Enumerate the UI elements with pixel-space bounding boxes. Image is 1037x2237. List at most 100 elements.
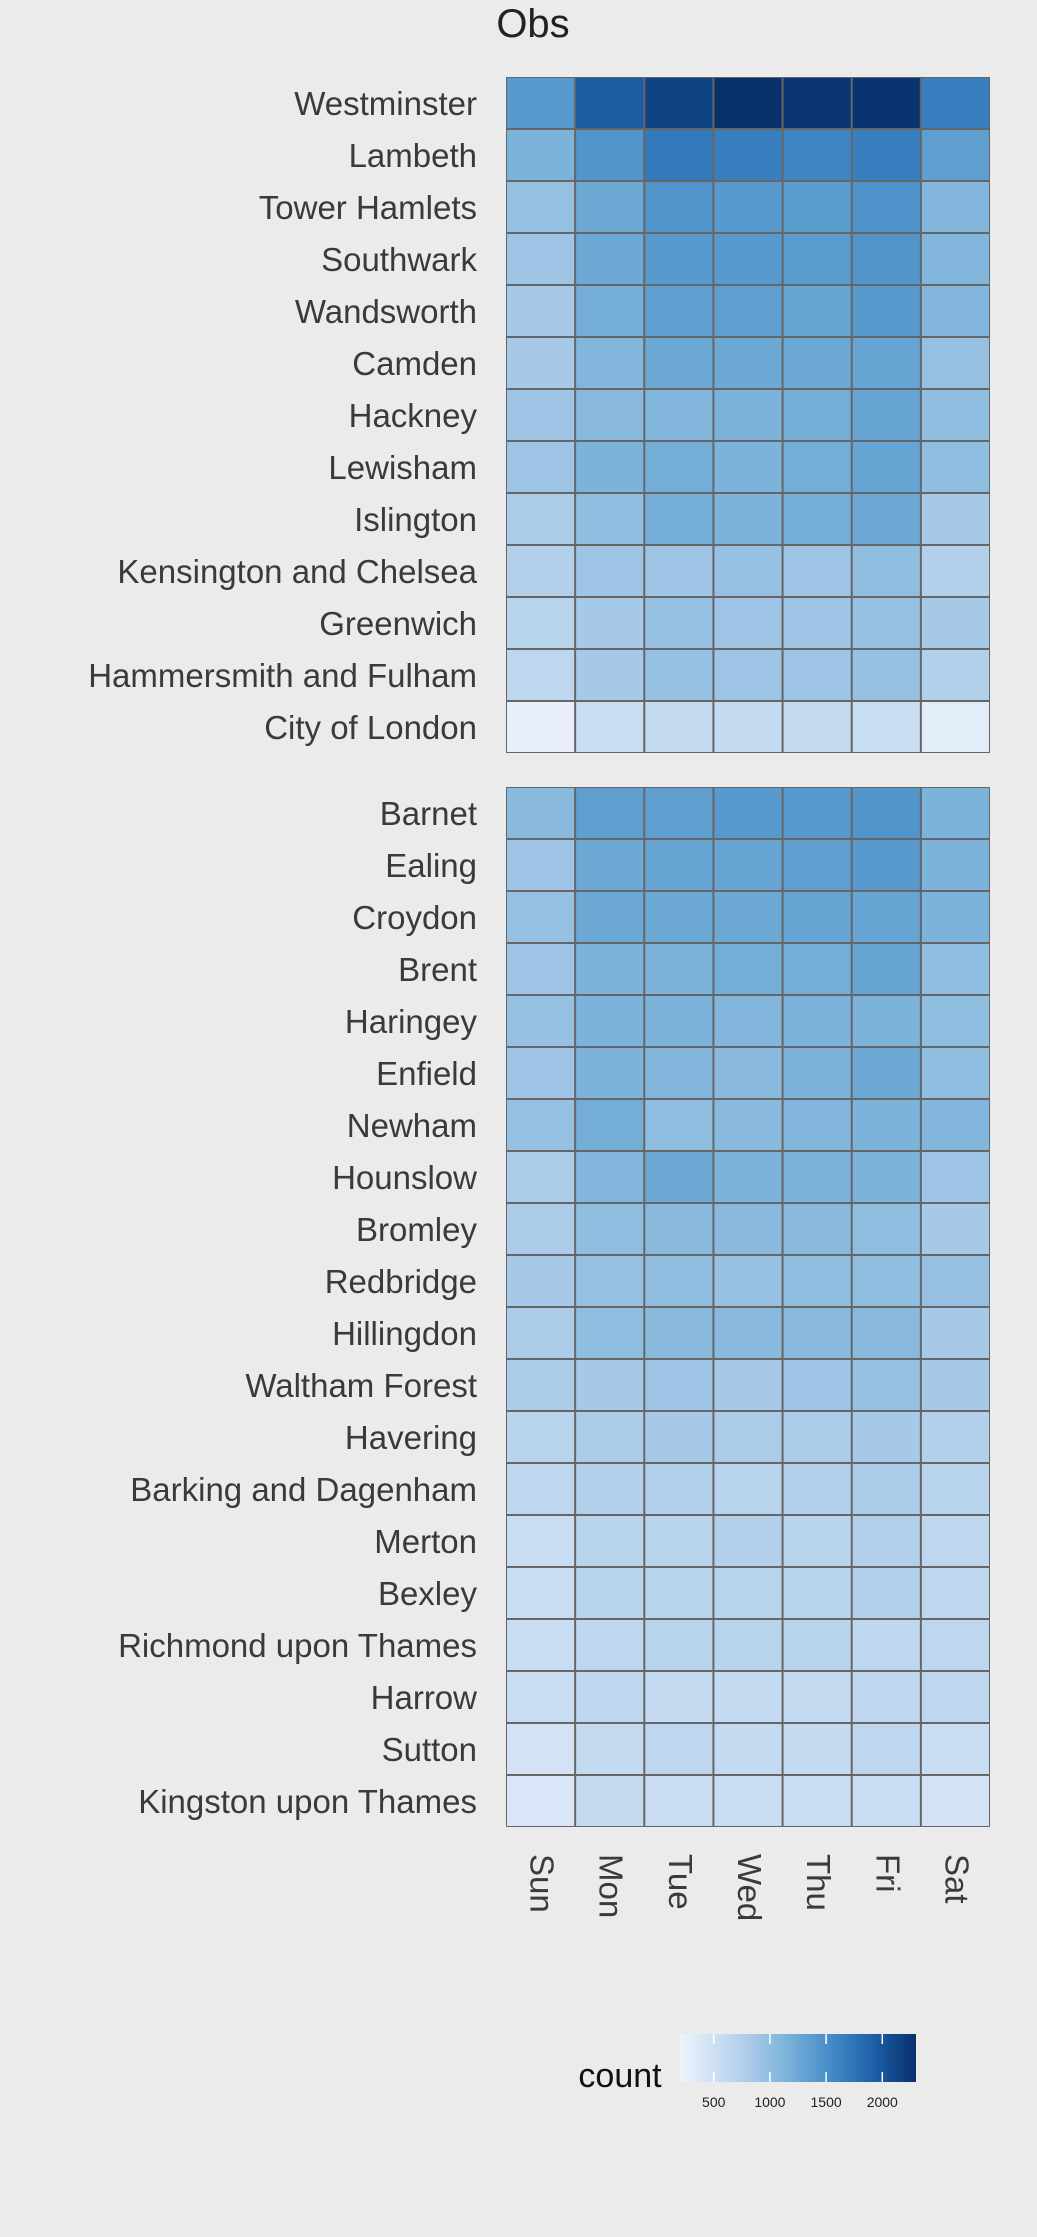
heatmap-cell xyxy=(852,996,920,1046)
heatmap-cell xyxy=(921,1308,989,1358)
legend-tick-label: 500 xyxy=(702,2094,726,2110)
heatmap-cell xyxy=(576,130,644,180)
row-label: Enfield xyxy=(376,1055,477,1092)
heatmap-cell xyxy=(852,182,920,232)
day-axis: Sun Mon Tue Wed Thu Fri Sat xyxy=(524,1854,976,1921)
heatmap-cell xyxy=(645,1776,713,1826)
heatmap-cell xyxy=(783,78,851,128)
heatmap-cell xyxy=(714,130,782,180)
heatmap-cell xyxy=(921,996,989,1046)
heatmap-cell xyxy=(852,1464,920,1514)
heatmap-cell xyxy=(645,702,713,752)
heatmap-cell xyxy=(507,1048,575,1098)
heatmap-cell xyxy=(783,234,851,284)
heatmap-cell xyxy=(645,442,713,492)
heatmap-cell xyxy=(576,650,644,700)
heatmap-cell xyxy=(714,944,782,994)
row-label: Hounslow xyxy=(332,1159,477,1196)
heatmap-cell xyxy=(852,1412,920,1462)
heatmap-cell xyxy=(714,1516,782,1566)
day-label: Fri xyxy=(869,1854,906,1892)
heatmap-cell xyxy=(852,1308,920,1358)
row-label: Lambeth xyxy=(349,137,477,174)
heatmap-cell xyxy=(852,1672,920,1722)
row-label: Havering xyxy=(345,1419,477,1456)
heatmap-cell xyxy=(714,390,782,440)
heatmap-cell xyxy=(645,1672,713,1722)
heatmap-cell xyxy=(645,130,713,180)
heatmap-cell xyxy=(507,892,575,942)
heatmap-cell xyxy=(645,1152,713,1202)
heatmap-cell xyxy=(645,286,713,336)
heatmap-cell xyxy=(714,546,782,596)
heatmap-cell xyxy=(783,1620,851,1670)
heatmap-cell xyxy=(852,442,920,492)
heatmap-cell xyxy=(852,1724,920,1774)
heatmap-cell xyxy=(714,1776,782,1826)
heatmap-cell xyxy=(852,1568,920,1618)
heatmap-cell xyxy=(576,1152,644,1202)
heatmap-cell xyxy=(852,546,920,596)
heatmap-cell xyxy=(783,1048,851,1098)
heatmap-cell xyxy=(921,390,989,440)
heatmap-cell xyxy=(783,1724,851,1774)
heatmap-cell xyxy=(921,286,989,336)
row-label: Kensington and Chelsea xyxy=(117,553,477,590)
legend: count 500 1000 1500 2000 xyxy=(578,2034,916,2110)
heatmap-cell xyxy=(507,494,575,544)
heatmap-cell xyxy=(645,1256,713,1306)
heatmap-cell xyxy=(783,598,851,648)
heatmap-cell xyxy=(783,1568,851,1618)
heatmap-cell xyxy=(645,1360,713,1410)
heatmap-cell xyxy=(714,1152,782,1202)
heatmap-cell xyxy=(645,1464,713,1514)
heatmap-cell xyxy=(645,494,713,544)
heatmap-cell xyxy=(714,78,782,128)
heatmap-cell xyxy=(921,1568,989,1618)
heatmap-cell xyxy=(921,944,989,994)
heatmap-cell xyxy=(783,546,851,596)
heatmap-cell xyxy=(783,286,851,336)
heatmap-cell xyxy=(714,1100,782,1150)
heatmap-cell xyxy=(507,1620,575,1670)
heatmap-cell xyxy=(507,1724,575,1774)
heatmap-cell xyxy=(507,944,575,994)
row-label: Redbridge xyxy=(325,1263,477,1300)
heatmap-cell xyxy=(852,702,920,752)
heatmap-cell xyxy=(645,650,713,700)
heatmap-cell xyxy=(852,944,920,994)
heatmap-cell xyxy=(576,234,644,284)
heatmap-cell xyxy=(921,1204,989,1254)
heatmap-cell xyxy=(714,182,782,232)
heatmap-cell xyxy=(852,788,920,838)
heatmap-cell xyxy=(576,286,644,336)
heatmap-cell xyxy=(714,840,782,890)
heatmap-cell xyxy=(507,1204,575,1254)
heatmap-cell xyxy=(645,1100,713,1150)
heatmap-cell xyxy=(852,494,920,544)
heatmap-cell xyxy=(576,788,644,838)
heatmap-cell xyxy=(714,996,782,1046)
heatmap-cell xyxy=(576,182,644,232)
heatmap-cell xyxy=(714,286,782,336)
heatmap-cell xyxy=(852,1516,920,1566)
heatmap-cell xyxy=(852,338,920,388)
heatmap-panel-2: Barnet Ealing Croydon Brent Haringey Enfield N… xyxy=(118,787,990,1827)
heatmap-cell xyxy=(921,840,989,890)
row-label: Waltham Forest xyxy=(245,1367,477,1404)
heatmap-cell xyxy=(714,1256,782,1306)
heatmap-cell xyxy=(576,1256,644,1306)
heatmap-cell xyxy=(921,1464,989,1514)
panel-border xyxy=(506,787,990,1827)
day-label: Mon xyxy=(593,1854,630,1918)
heatmap-cell xyxy=(576,1100,644,1150)
heatmap-cell xyxy=(852,78,920,128)
heatmap-cell xyxy=(576,1308,644,1358)
heatmap-cell xyxy=(783,1204,851,1254)
heatmap-cell xyxy=(576,1204,644,1254)
day-label: Sat xyxy=(938,1854,975,1904)
heatmap-cell xyxy=(645,1308,713,1358)
heatmap-cell xyxy=(783,338,851,388)
heatmap-cell xyxy=(507,78,575,128)
